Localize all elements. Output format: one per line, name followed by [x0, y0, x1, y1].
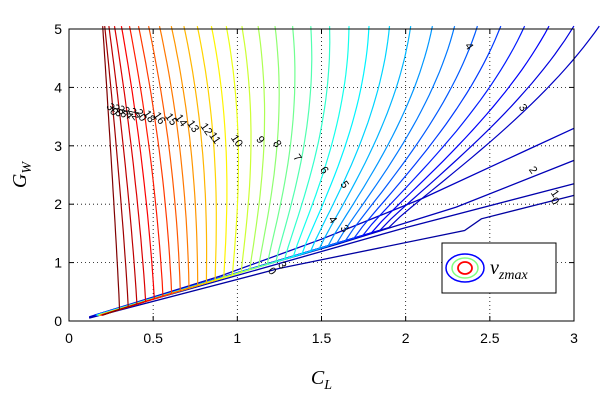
contour-label: 1 [548, 188, 561, 200]
contour-label: 28 [108, 102, 125, 119]
legend-contour-icon-outer [445, 253, 485, 283]
legend: vzmax [441, 242, 557, 294]
contour-line [89, 127, 575, 318]
contour-label: 3 [516, 102, 529, 114]
contour-label: 20 [132, 107, 149, 124]
contour-label: 9 [253, 134, 266, 146]
contour-label: 2 [526, 164, 539, 176]
y-axis-label: GW [9, 161, 35, 188]
contour-line [102, 26, 121, 316]
contour-label: 24 [119, 105, 136, 122]
legend-contour-icon-inner [457, 261, 473, 275]
contour-line [101, 26, 138, 316]
contour-line [102, 26, 129, 316]
x-tick-label: 0.5 [143, 330, 163, 346]
x-tick-label: 2 [402, 330, 410, 346]
contour-label: 7 [290, 152, 303, 164]
x-tick-label: 0 [65, 330, 73, 346]
legend-contour-icon-middle [451, 257, 479, 279]
x-tick-label: 1.5 [312, 330, 332, 346]
contour-label: 4 [462, 41, 475, 53]
y-tick-label: 3 [54, 138, 62, 154]
y-tick-label: 2 [54, 196, 62, 212]
contour-line [100, 25, 190, 316]
y-tick-label: 5 [54, 21, 62, 37]
contour-label: 5 [337, 179, 350, 191]
contour-label: 14 [172, 112, 189, 129]
contour-label: 16 [151, 110, 168, 127]
x-tick-label: 3 [570, 330, 578, 346]
y-tick-label: 0 [54, 313, 62, 329]
contour-label: 18 [140, 108, 157, 125]
contour-line [98, 26, 252, 316]
contour-label: 22 [125, 106, 142, 123]
contour-label: 11 [206, 130, 222, 146]
contour-label: 3 [275, 260, 288, 272]
contour-line [101, 25, 164, 316]
y-tick-label: 4 [54, 79, 62, 95]
contour-line [89, 194, 575, 319]
contour-label: 3 [337, 223, 350, 235]
contour-label: 0 [265, 265, 278, 277]
legend-box [441, 242, 557, 294]
contour-label: 30 [103, 101, 120, 118]
contour-label: 0 [548, 195, 561, 207]
contour-label: 26 [114, 104, 131, 121]
x-tick-label: 2.5 [480, 330, 500, 346]
contour-label: 15 [162, 111, 179, 128]
contour-label: 8 [270, 138, 283, 150]
contour-label: 6 [317, 164, 330, 176]
x-tick-label: 1 [233, 330, 241, 346]
contour-line [101, 26, 147, 316]
contour-label: 10 [228, 133, 245, 150]
y-tick-label: 1 [54, 255, 62, 271]
contour-line [98, 25, 240, 316]
contour-label: 13 [184, 118, 201, 135]
contour-label: 12 [198, 121, 215, 138]
contour-labels: 0123403345678910111213141516182022242628… [103, 41, 561, 278]
x-axis-label: CL [311, 367, 332, 393]
legend-label: vzmax [490, 257, 528, 283]
contour-lines [89, 25, 600, 319]
contour-label: 4 [326, 214, 339, 226]
